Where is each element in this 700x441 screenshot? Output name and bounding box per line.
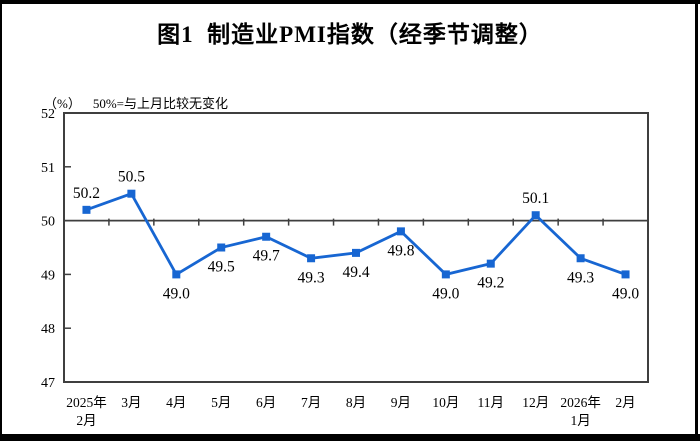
y-axis-tick-label: 50	[41, 215, 55, 230]
data-point-marker	[621, 270, 630, 279]
data-point-label: 49.8	[387, 242, 414, 259]
x-axis-tick-label: 2026年	[560, 395, 601, 410]
data-point-marker	[396, 227, 405, 236]
data-point-marker	[262, 232, 271, 241]
data-point-label: 49.5	[208, 259, 235, 276]
pmi-line-chart: 47 48 49 50 51 52 2025年 2月 3月 4月 5月 6月 7月 8月 9月 10月 11月 1…	[41, 107, 649, 428]
x-axis-tick-label: 7月	[301, 395, 321, 410]
y-axis-tick-label: 49	[41, 268, 55, 283]
x-axis-tick-label: 12月	[522, 395, 549, 410]
data-point-marker	[441, 270, 450, 279]
page-border-top	[0, 0, 700, 4]
y-axis-tick-label: 52	[41, 107, 55, 122]
data-point-label: 50.2	[73, 185, 100, 202]
data-point-marker	[127, 189, 136, 198]
data-point-marker	[82, 205, 91, 214]
data-point-label: 49.3	[567, 269, 594, 286]
data-point-label: 49.0	[432, 285, 459, 302]
data-point-marker	[576, 254, 585, 263]
y-axis-tick-label: 47	[41, 376, 55, 391]
x-axis-tick-label: 11月	[478, 395, 505, 410]
x-axis-tick-label: 3月	[121, 395, 141, 410]
data-point-label: 49.3	[298, 269, 325, 286]
data-point-label: 50.5	[118, 169, 145, 186]
data-point-label: 49.7	[253, 248, 280, 265]
x-axis-tick-label: 5月	[211, 395, 231, 410]
axis-unit-row: （%） 50%=与上月比较无变化	[31, 77, 228, 128]
x-axis-tick-label: 6月	[256, 395, 276, 410]
x-axis-tick-label: 10月	[432, 395, 459, 410]
data-point-label: 49.0	[163, 285, 190, 302]
page-border-bottom	[0, 434, 700, 441]
data-point-marker	[217, 243, 226, 252]
y-axis-tick-label: 51	[41, 161, 55, 176]
data-point-label: 49.4	[342, 264, 369, 281]
page-border-left	[0, 0, 2, 441]
x-axis-tick-label: 1月	[570, 413, 590, 428]
data-point-label: 50.1	[522, 190, 549, 207]
plot-frame	[63, 112, 649, 383]
x-axis-tick-label: 2025年	[66, 395, 107, 410]
data-point-marker	[307, 254, 316, 263]
x-axis-tick-label: 2月	[76, 413, 96, 428]
page-border-right	[695, 0, 698, 441]
y-axis-tick-label: 48	[41, 322, 55, 337]
data-point-marker	[531, 211, 540, 220]
y-axis-unit-label: （%）	[44, 96, 81, 111]
baseline-note: 50%=与上月比较无变化	[92, 96, 229, 111]
x-axis-tick-label: 9月	[391, 395, 411, 410]
data-point-marker	[352, 248, 360, 257]
data-point-label: 49.0	[612, 285, 639, 302]
x-axis-tick-label: 8月	[346, 395, 366, 410]
x-axis-tick-label: 2月	[615, 395, 635, 410]
x-axis-tick-label: 4月	[166, 395, 186, 410]
data-point-marker	[172, 270, 181, 279]
data-point-marker	[486, 259, 495, 268]
data-point-label: 49.2	[477, 275, 504, 292]
chart-title: 图1 制造业PMI指数（经季节调整）	[157, 22, 543, 47]
